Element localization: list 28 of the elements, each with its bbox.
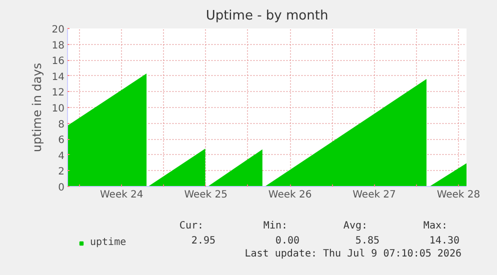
x-tick-label: Week 28 — [436, 190, 480, 200]
x-tick-label: Week 26 — [268, 190, 312, 200]
y-tick-label: 10 — [52, 104, 65, 114]
text: 5.85 — [355, 236, 380, 246]
chart-title: Uptime - by month — [206, 8, 328, 24]
text: 2.95 — [191, 236, 216, 246]
y-tick-label: 2 — [58, 166, 65, 178]
y-tick-label: 14 — [52, 72, 65, 83]
x-tick-label: Week 24 — [100, 190, 144, 200]
y-tick-label: 6 — [58, 135, 65, 146]
x-tick-label: Week 25 — [184, 190, 228, 200]
y-axis-title: uptime in days — [30, 62, 44, 152]
y-tick-label: 4 — [58, 150, 65, 162]
y-tick-label: 16 — [52, 56, 65, 68]
legend-label: uptime — [90, 237, 126, 248]
y-tick-label: 0 — [58, 182, 65, 194]
text: Avg: — [343, 220, 368, 232]
y-tick-label: 18 — [52, 40, 65, 52]
text: Min: — [263, 220, 288, 232]
y-tick-label: 20 — [52, 24, 65, 36]
text: Cur: — [179, 220, 204, 232]
y-tick-label: 8 — [58, 119, 65, 130]
text: 14.30 — [429, 236, 460, 246]
x-tick-label: Week 27 — [352, 190, 396, 200]
text: 0.00 — [275, 236, 300, 246]
text: Max: — [423, 220, 448, 232]
text: Last update: Thu Jul 9 07:10:05 2026 — [244, 248, 462, 260]
y-tick-label: 12 — [52, 88, 65, 99]
